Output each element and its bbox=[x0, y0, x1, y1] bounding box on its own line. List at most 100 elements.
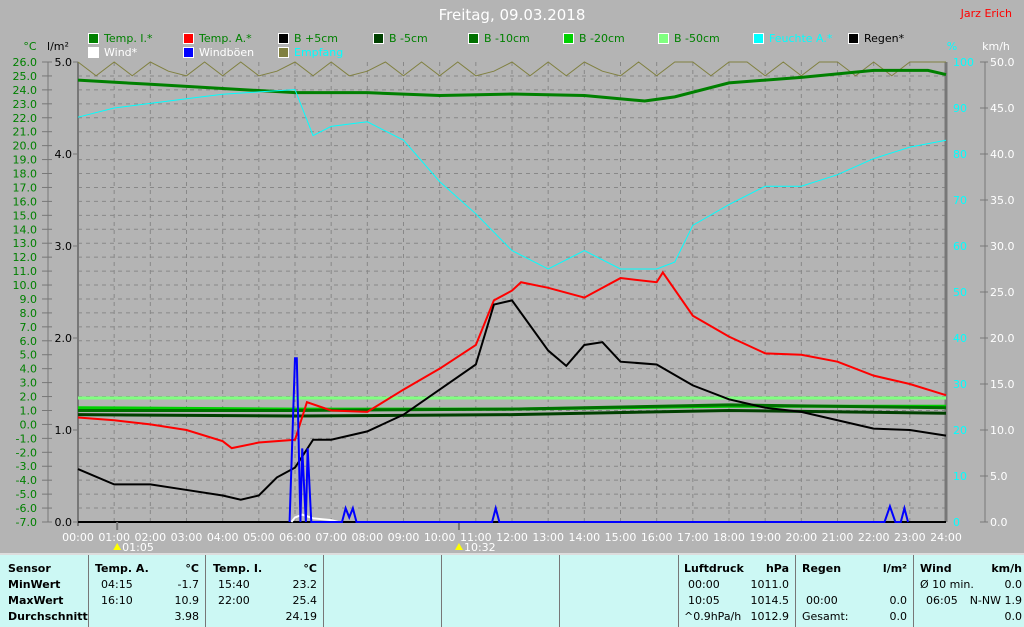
series-wind bbox=[290, 513, 339, 523]
x-tick-label: 12:00 bbox=[496, 531, 528, 544]
wind-tick-label: 50.0 bbox=[990, 56, 1015, 69]
temp-tick-label: 7.0 bbox=[20, 321, 38, 334]
temp-tick-label: 3.0 bbox=[20, 377, 38, 390]
temp-i-max-value: 25.4 bbox=[292, 594, 318, 607]
legend-swatch bbox=[278, 33, 289, 44]
temp-tick-label: -7.0 bbox=[16, 516, 37, 529]
humidity-tick-label: 80 bbox=[953, 148, 967, 161]
temp-i-unit: °C bbox=[303, 562, 317, 575]
temp-tick-label: 17.0 bbox=[13, 181, 38, 194]
temp-i-max-time: 22:00 bbox=[218, 594, 250, 607]
temp-tick-label: 26.0 bbox=[13, 56, 38, 69]
x-tick-label: 08:00 bbox=[351, 531, 383, 544]
rain-unit: l/m² bbox=[882, 562, 907, 575]
x-tick-label: 13:00 bbox=[532, 531, 564, 544]
temp-tick-label: -5.0 bbox=[16, 488, 37, 501]
temp-tick-label: -1.0 bbox=[16, 432, 37, 445]
author-label: Jarz Erich bbox=[960, 7, 1012, 20]
x-tick-label: 21:00 bbox=[822, 531, 854, 544]
x-tick-label: 02:00 bbox=[134, 531, 166, 544]
x-tick-label: 06:00 bbox=[279, 531, 311, 544]
temp-tick-label: 2.0 bbox=[20, 391, 38, 404]
temp-tick-label: 21.0 bbox=[13, 126, 38, 139]
temp-tick-label: 23.0 bbox=[13, 98, 38, 111]
legend-item: Regen* bbox=[848, 32, 904, 45]
wind-avg-value: 0.0 bbox=[1004, 578, 1023, 591]
temp-tick-label: 9.0 bbox=[20, 293, 38, 306]
rain-column: Regen l/m² 00:00 0.0 Gesamt: 0.0 bbox=[796, 555, 914, 627]
temp-a-column: Temp. A. °C 04:15 -1.7 16:10 10.9 3.98 bbox=[89, 555, 206, 627]
rain-tick-label: 5.0 bbox=[55, 56, 73, 69]
humidity-tick-label: 60 bbox=[953, 240, 967, 253]
wind-avg-label: Ø 10 min. bbox=[920, 578, 974, 591]
temp-i-column: Temp. I. °C 15:40 23.2 22:00 25.4 24.19 bbox=[206, 555, 324, 627]
wind-tick-label: 45.0 bbox=[990, 102, 1015, 115]
humidity-tick-label: 50 bbox=[953, 286, 967, 299]
pressure-min-value: 1011.0 bbox=[750, 578, 790, 591]
temp-tick-label: 18.0 bbox=[13, 168, 38, 181]
temp-tick-label: 19.0 bbox=[13, 154, 38, 167]
legend-label: B +5cm bbox=[294, 32, 339, 45]
temp-a-min-value: -1.7 bbox=[177, 578, 199, 591]
x-tick-label: 11:00 bbox=[460, 531, 492, 544]
weather-chart: °C l/m²% km/h26.025.024.023.022.021.020.01… bbox=[13, 40, 1015, 552]
wind-unit: km/h bbox=[991, 562, 1022, 575]
moon-phase-icon bbox=[454, 543, 463, 550]
x-tick-label: 05:00 bbox=[243, 531, 275, 544]
x-tick-label: 01:00 bbox=[98, 531, 130, 544]
x-tick-label: 16:00 bbox=[641, 531, 673, 544]
rain-tick-label: 1.0 bbox=[55, 424, 73, 437]
series-feuchte-a bbox=[77, 89, 947, 270]
wind-tick-label: 5.0 bbox=[990, 470, 1008, 483]
wind-header: Wind bbox=[920, 562, 952, 575]
humidity-tick-label: 100 bbox=[953, 56, 974, 69]
x-tick-label: 20:00 bbox=[785, 531, 817, 544]
temp-tick-label: 14.0 bbox=[13, 223, 38, 236]
temp-a-max-time: 16:10 bbox=[101, 594, 133, 607]
wind-other-value: 0.0 bbox=[1004, 610, 1023, 623]
wind-tick-label: 25.0 bbox=[990, 286, 1015, 299]
temp-tick-label: 4.0 bbox=[20, 363, 38, 376]
x-tick-label: 19:00 bbox=[749, 531, 781, 544]
legend-label: Wind* bbox=[104, 46, 138, 59]
x-tick-label: 04:00 bbox=[207, 531, 239, 544]
legend-swatch bbox=[183, 33, 194, 44]
humidity-axis-label: % bbox=[947, 40, 957, 53]
sensor-header: Sensor bbox=[8, 562, 51, 575]
wind-tick-label: 30.0 bbox=[990, 240, 1015, 253]
x-tick-label: 24:00 bbox=[930, 531, 962, 544]
empty-column-1 bbox=[324, 555, 442, 627]
rain-header: Regen bbox=[802, 562, 842, 575]
legend-swatch bbox=[658, 33, 669, 44]
legend-item: Wind* bbox=[88, 46, 137, 59]
x-tick-label: 22:00 bbox=[858, 531, 890, 544]
legend-label: B -20cm bbox=[579, 32, 625, 45]
pressure-header: Luftdruck bbox=[684, 562, 744, 575]
x-tick-label: 17:00 bbox=[677, 531, 709, 544]
sensor-column: Sensor MinWert MaxWert Durchschnitt bbox=[0, 555, 89, 627]
wind-tick-label: 20.0 bbox=[990, 332, 1015, 345]
legend-label: Feuchte A.* bbox=[769, 32, 833, 45]
empty-column-2 bbox=[442, 555, 560, 627]
temp-tick-label: -6.0 bbox=[16, 502, 37, 515]
rain-time: 00:00 bbox=[806, 594, 838, 607]
marker-label: 01:05 bbox=[122, 541, 154, 552]
temp-tick-label: 0.0 bbox=[20, 418, 38, 431]
pressure-max-value: 1014.5 bbox=[750, 594, 790, 607]
legend-swatch bbox=[753, 33, 764, 44]
wind-tick-label: 35.0 bbox=[990, 194, 1015, 207]
x-tick-label: 23:00 bbox=[894, 531, 926, 544]
temp-tick-label: 13.0 bbox=[13, 237, 38, 250]
rain-tick-label: 4.0 bbox=[55, 148, 73, 161]
legend-item: B -5cm bbox=[373, 32, 428, 45]
legend-item: Empfang bbox=[278, 46, 343, 59]
legend-swatch bbox=[183, 47, 194, 58]
pressure-avg-value: 1012.9 bbox=[750, 610, 790, 623]
humidity-tick-label: 40 bbox=[953, 332, 967, 345]
temp-tick-label: -2.0 bbox=[16, 446, 37, 459]
moon-phase-icon bbox=[113, 543, 122, 550]
legend-item: Temp. I.* bbox=[88, 32, 153, 45]
wind-column: Wind km/h Ø 10 min. 0.0 06:05 N-NW 1.9 0… bbox=[914, 555, 1024, 627]
legend-item: Windböen bbox=[183, 46, 254, 59]
legend-label: B -50cm bbox=[674, 32, 720, 45]
